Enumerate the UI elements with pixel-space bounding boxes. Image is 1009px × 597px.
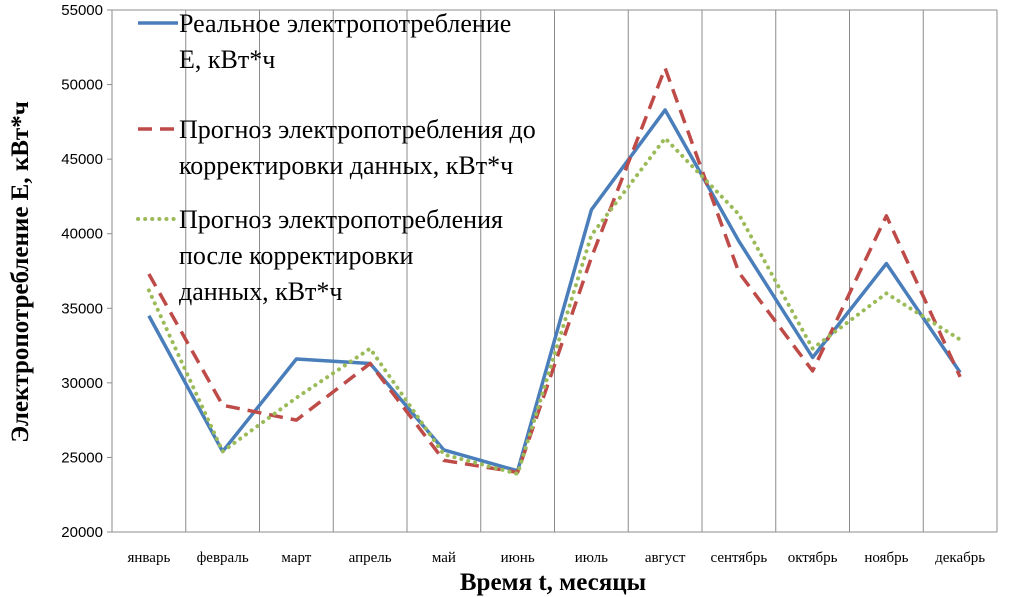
legend-label: Прогноз электропотребления до [179, 115, 536, 144]
y-tick-label: 50000 [61, 77, 103, 94]
x-tick-label: март [281, 550, 311, 566]
y-tick-label: 55000 [61, 2, 103, 19]
x-tick-label: сентябрь [710, 550, 767, 566]
x-tick-label: октябрь [788, 550, 838, 566]
x-tick-label: февраль [197, 550, 249, 566]
legend-label: корректировки данных, кВт*ч [179, 151, 513, 180]
x-tick-label: январь [127, 550, 170, 566]
legend-label: данных, кВт*ч [179, 277, 342, 306]
x-tick-label: апрель [349, 550, 392, 566]
legend: Реальное электропотребление Е, кВт*ч Прогн… [136, 9, 536, 306]
x-axis-title: Время t, месяцы [460, 569, 646, 596]
x-tick-label: ноябрь [864, 550, 908, 566]
legend-label: Е, кВт*ч [179, 45, 275, 74]
series-line-3 [146, 136, 963, 476]
grid [111, 10, 998, 532]
y-tick-label: 20000 [61, 524, 103, 541]
x-tick-label: июнь [501, 550, 535, 566]
x-tick-label: август [645, 550, 686, 566]
legend-label: после корректировки [179, 241, 413, 270]
y-tick-label: 25000 [61, 449, 103, 466]
series-lines [146, 66, 963, 476]
legend-label: Реальное электропотребление [179, 9, 511, 38]
x-tick-label: декабрь [935, 550, 985, 566]
y-tick-label: 40000 [61, 226, 103, 243]
axes: 20000 25000 30000 35000 40000 45000 50000 55000… [61, 2, 997, 566]
x-tick-label: июль [575, 550, 608, 566]
y-tick-label: 35000 [61, 300, 103, 317]
y-tick-label: 45000 [61, 151, 103, 168]
y-axis-title: Электропотребление Е, кВт*ч [7, 101, 34, 443]
y-tick-label: 30000 [61, 375, 103, 392]
series-line-2 [147, 66, 962, 475]
legend-label: Прогноз электропотребления [179, 205, 503, 234]
x-tick-label: май [432, 550, 456, 566]
